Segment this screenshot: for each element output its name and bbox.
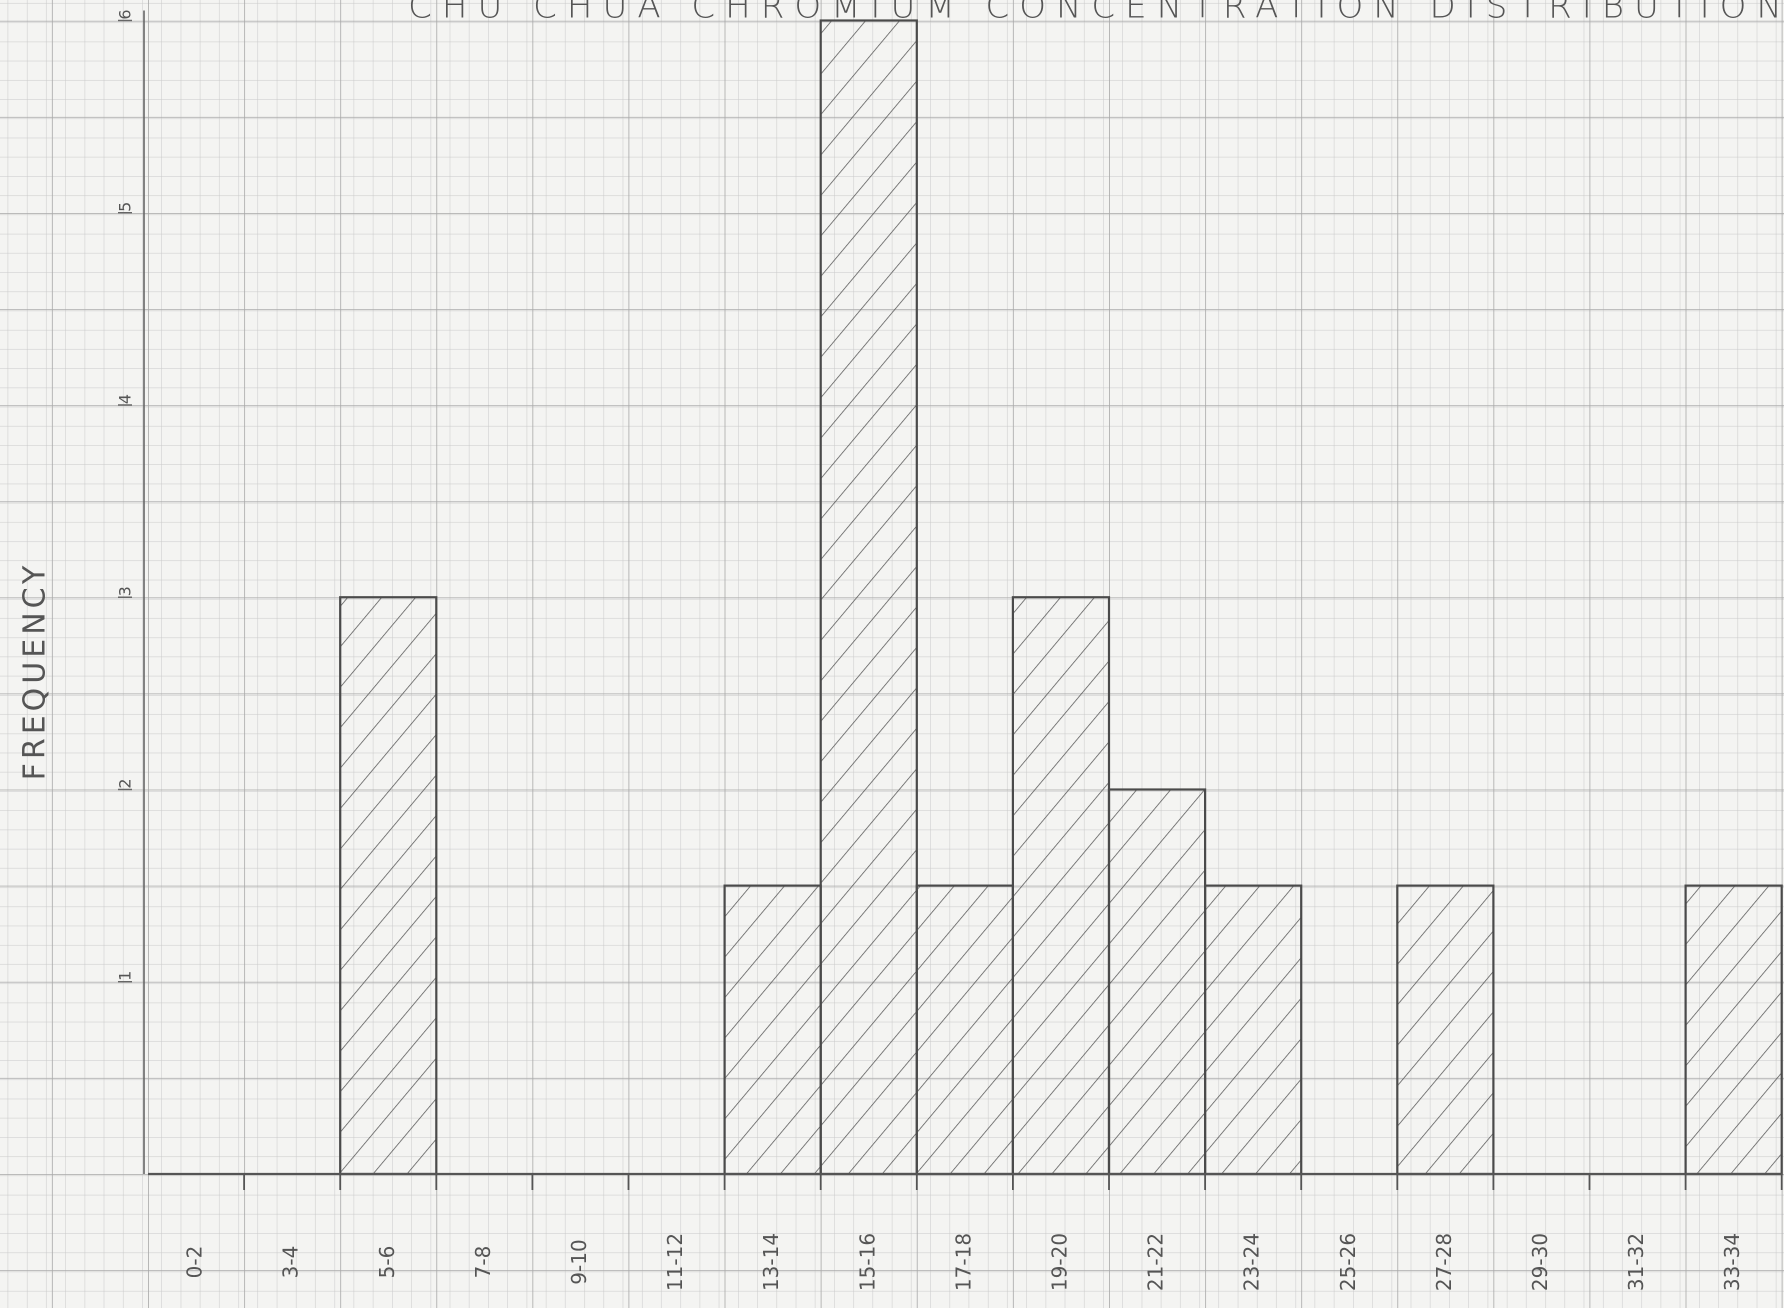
y-axis-label: FREQUENCY	[18, 562, 53, 781]
x-tick-label: 27-28	[1432, 1233, 1456, 1291]
x-tick-label: 25-26	[1336, 1233, 1360, 1291]
x-tick-label: 3-4	[279, 1246, 303, 1279]
x-tick-label: 29-30	[1528, 1233, 1552, 1291]
y-tick-label: 3	[116, 586, 135, 596]
x-tick-label: 11-12	[663, 1233, 687, 1291]
x-tick-label: 5-6	[375, 1246, 399, 1279]
x-tick-label: 13-14	[759, 1233, 783, 1291]
chart-title: CHU CHUA CHROMIUM CONCENTRATION DISTRIBU…	[408, 0, 1784, 27]
x-tick-label: 19-20	[1047, 1233, 1071, 1291]
bar	[1396, 884, 1495, 1176]
x-tick-label: 7-8	[471, 1246, 495, 1279]
bar	[1203, 884, 1303, 1176]
y-tick-label: 1	[116, 971, 135, 981]
bar	[1684, 884, 1783, 1176]
bar	[1107, 788, 1207, 1176]
bar	[723, 884, 822, 1176]
y-tick-label: 4	[116, 394, 135, 404]
y-tick-label: 2	[116, 778, 135, 788]
x-tick-label: 17-18	[951, 1233, 975, 1291]
x-tick-label: 31-32	[1624, 1233, 1648, 1291]
x-tick-label: 23-24	[1240, 1233, 1264, 1291]
bar	[1011, 596, 1111, 1176]
x-tick-label: 33-34	[1720, 1233, 1744, 1291]
bar	[819, 19, 918, 1176]
x-tick-label: 15-16	[855, 1233, 879, 1291]
bar	[339, 596, 438, 1176]
x-tick-label: 21-22	[1144, 1233, 1168, 1291]
bar	[915, 884, 1014, 1176]
y-tick-label: 5	[116, 202, 135, 212]
x-tick-label: 9-10	[567, 1239, 591, 1284]
y-tick-label: 6	[116, 9, 135, 19]
x-tick-label: 0-2	[183, 1246, 207, 1279]
